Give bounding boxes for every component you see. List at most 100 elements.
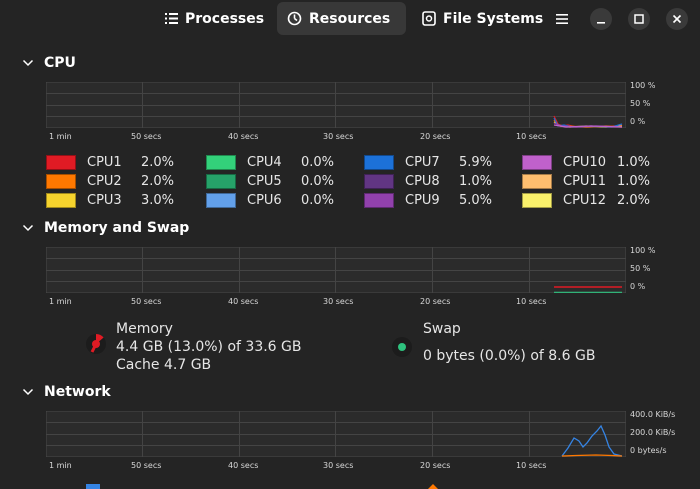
cpu-color-swatch[interactable] — [206, 193, 236, 208]
cpu-color-swatch[interactable] — [206, 155, 236, 170]
swap-info: Swap 0 bytes (0.0%) of 8.6 GB — [423, 320, 595, 365]
memory-x-tick-10s: 10 secs — [516, 297, 547, 306]
tab-file-systems[interactable]: File Systems — [412, 2, 553, 35]
cpu-usage-value: 2.0% — [141, 174, 175, 189]
memory-pie-icon[interactable] — [84, 332, 108, 356]
cpu-usage-value: 1.0% — [617, 155, 651, 170]
cpu-legend-item[interactable]: CPU4 0.0% — [206, 154, 334, 171]
cpu-legend-item[interactable]: CPU6 0.0% — [206, 192, 334, 209]
cpu-color-swatch[interactable] — [522, 174, 552, 189]
cpu-usage-value: 1.0% — [617, 174, 651, 189]
cpu-color-swatch[interactable] — [46, 155, 76, 170]
cpu-legend-item[interactable]: CPU1 2.0% — [46, 154, 174, 171]
cpu-legend-item[interactable]: CPU5 0.0% — [206, 173, 334, 190]
cpu-name: CPU7 — [405, 155, 440, 170]
cpu-x-tick-40s: 40 secs — [228, 132, 259, 141]
tab-file-systems-label: File Systems — [443, 10, 544, 27]
cpu-x-tick-50s: 50 secs — [131, 132, 162, 141]
cpu-name: CPU4 — [247, 155, 282, 170]
cpu-name: CPU12 — [563, 193, 606, 208]
network-section-header[interactable]: Network — [22, 384, 111, 400]
cpu-name: CPU1 — [87, 155, 122, 170]
network-section-title: Network — [44, 384, 111, 400]
cpu-color-swatch[interactable] — [364, 193, 394, 208]
cpu-usage-value: 5.9% — [459, 155, 493, 170]
cpu-name: CPU5 — [247, 174, 282, 189]
network-y-tick-400: 400.0 KiB/s — [630, 410, 676, 419]
cpu-legend-item[interactable]: CPU10 1.0% — [522, 154, 650, 171]
memory-section-header[interactable]: Memory and Swap — [22, 220, 189, 236]
swap-pie-icon[interactable] — [390, 335, 414, 359]
memory-x-tick-1min: 1 min — [49, 297, 72, 306]
header-bar: Processes Resources File Systems — [0, 0, 700, 37]
cpu-usage-value: 3.0% — [141, 193, 175, 208]
cpu-legend-item[interactable]: CPU2 2.0% — [46, 173, 174, 190]
cpu-name: CPU6 — [247, 193, 282, 208]
memory-cache: Cache 4.7 GB — [116, 357, 212, 373]
cpu-color-swatch[interactable] — [364, 174, 394, 189]
memory-x-tick-30s: 30 secs — [323, 297, 354, 306]
cpu-legend-item[interactable]: CPU11 1.0% — [522, 173, 650, 190]
cpu-y-tick-0: 0 % — [630, 117, 646, 126]
cpu-legend-item[interactable]: CPU12 2.0% — [522, 192, 650, 209]
network-x-tick-50s: 50 secs — [131, 461, 162, 470]
tab-processes[interactable]: Processes — [155, 2, 274, 35]
receiving-color-swatch[interactable] — [86, 484, 100, 489]
cpu-name: CPU2 — [87, 174, 122, 189]
chevron-down-icon — [22, 224, 34, 232]
hamburger-icon — [556, 14, 568, 24]
cpu-legend-item[interactable]: CPU3 3.0% — [46, 192, 174, 209]
gauge-icon — [287, 11, 302, 26]
sending-color-icon[interactable] — [428, 484, 438, 489]
cpu-color-swatch[interactable] — [46, 174, 76, 189]
cpu-usage-value: 1.0% — [459, 174, 493, 189]
cpu-usage-value: 0.0% — [301, 174, 335, 189]
cpu-color-swatch[interactable] — [522, 155, 552, 170]
cpu-color-swatch[interactable] — [364, 155, 394, 170]
network-y-tick-0: 0 bytes/s — [630, 446, 667, 455]
swap-usage: 0 bytes (0.0%) of 8.6 GB — [423, 348, 596, 364]
swap-title: Swap — [423, 321, 461, 337]
network-x-tick-10s: 10 secs — [516, 461, 547, 470]
cpu-x-tick-1min: 1 min — [49, 132, 72, 141]
memory-section-title: Memory and Swap — [44, 220, 190, 236]
close-icon — [672, 14, 682, 24]
tab-resources-label: Resources — [309, 10, 391, 27]
network-history-graph: 400.0 KiB/s 200.0 KiB/s 0 bytes/s 1 min … — [46, 410, 675, 470]
cpu-name: CPU10 — [563, 155, 606, 170]
memory-info: Memory 4.4 GB (13.0%) of 33.6 GB Cache 4… — [116, 320, 302, 374]
memory-y-tick-100: 100 % — [630, 246, 656, 255]
memory-history-graph: 100 % 50 % 0 % 1 min 50 secs 40 secs 30 … — [46, 246, 655, 306]
disk-icon — [422, 11, 436, 26]
cpu-legend-item[interactable]: CPU7 5.9% — [364, 154, 492, 171]
network-x-tick-20s: 20 secs — [420, 461, 451, 470]
tab-processes-label: Processes — [185, 10, 265, 27]
memory-title: Memory — [116, 321, 173, 337]
cpu-name: CPU3 — [87, 193, 122, 208]
maximize-button[interactable] — [628, 8, 650, 30]
close-button[interactable] — [666, 8, 688, 30]
cpu-color-swatch[interactable] — [522, 193, 552, 208]
memory-usage: 4.4 GB (13.0%) of 33.6 GB — [116, 339, 302, 355]
cpu-legend-item[interactable]: CPU8 1.0% — [364, 173, 492, 190]
memory-x-tick-50s: 50 secs — [131, 297, 162, 306]
list-icon — [165, 13, 178, 24]
cpu-y-tick-50: 50 % — [630, 99, 651, 108]
cpu-usage-value: 0.0% — [301, 193, 335, 208]
cpu-x-tick-20s: 20 secs — [420, 132, 451, 141]
maximize-icon — [634, 14, 644, 24]
cpu-history-graph: 100 % 50 % 0 % 1 min 50 secs 40 secs 30 … — [46, 81, 655, 141]
cpu-section-header[interactable]: CPU — [22, 55, 76, 71]
cpu-color-swatch[interactable] — [206, 174, 236, 189]
main-menu-button[interactable] — [552, 9, 572, 29]
cpu-usage-value: 0.0% — [301, 155, 335, 170]
cpu-section-title: CPU — [44, 55, 76, 71]
memory-y-tick-0: 0 % — [630, 282, 646, 291]
cpu-legend-item[interactable]: CPU9 5.0% — [364, 192, 492, 209]
tab-resources[interactable]: Resources — [277, 2, 406, 35]
minimize-button[interactable] — [590, 8, 612, 30]
cpu-name: CPU9 — [405, 193, 440, 208]
cpu-color-swatch[interactable] — [46, 193, 76, 208]
cpu-name: CPU8 — [405, 174, 440, 189]
cpu-name: CPU11 — [563, 174, 606, 189]
